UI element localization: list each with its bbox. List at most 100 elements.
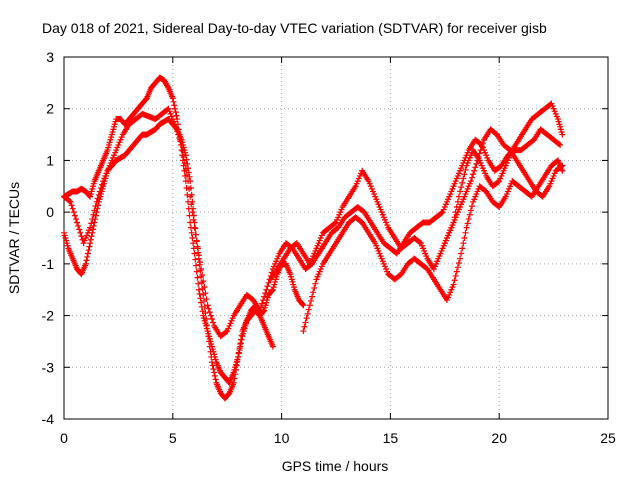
data-point xyxy=(237,336,244,343)
data-point xyxy=(458,250,465,257)
data-point xyxy=(204,328,211,335)
data-point xyxy=(300,302,307,309)
data-point xyxy=(438,210,445,217)
data-point xyxy=(557,141,564,148)
data-point xyxy=(470,171,477,178)
data-point xyxy=(469,203,475,210)
data-point xyxy=(171,102,178,109)
data-point xyxy=(72,216,79,223)
data-point xyxy=(88,233,95,240)
data-point xyxy=(206,338,213,345)
data-point xyxy=(450,281,457,288)
data-point xyxy=(476,150,483,157)
data-point xyxy=(95,191,102,198)
data-point xyxy=(230,379,237,386)
data-point xyxy=(478,143,485,150)
data-point xyxy=(205,333,212,340)
data-point xyxy=(195,252,202,259)
data-point xyxy=(452,272,459,279)
data-point xyxy=(188,201,195,208)
data-point xyxy=(269,287,276,294)
data-point xyxy=(68,202,75,209)
data-point xyxy=(203,316,210,323)
data-point xyxy=(300,328,307,335)
data-point xyxy=(238,332,245,339)
data-point xyxy=(164,83,171,90)
data-point xyxy=(479,140,486,147)
data-point xyxy=(171,121,178,128)
data-point xyxy=(203,322,210,329)
data-point xyxy=(467,178,474,185)
data-point xyxy=(91,207,98,214)
data-point xyxy=(208,316,215,323)
data-point xyxy=(457,255,464,262)
data-point xyxy=(193,238,200,245)
data-point xyxy=(475,153,482,160)
data-point xyxy=(237,341,244,348)
data-point xyxy=(461,235,468,241)
data-point xyxy=(178,141,185,148)
data-point xyxy=(559,167,566,174)
data-point xyxy=(70,209,77,216)
data-point xyxy=(471,167,478,174)
data-point xyxy=(97,185,104,192)
x-tick-label: 0 xyxy=(60,430,68,446)
data-point xyxy=(86,243,93,250)
data-point xyxy=(202,309,209,316)
data-point xyxy=(299,301,306,308)
data-point xyxy=(467,207,474,214)
data-point xyxy=(472,164,479,171)
data-point xyxy=(194,245,201,252)
data-point xyxy=(87,236,94,243)
data-point xyxy=(416,239,423,246)
y-axis-label: SDTVAR / TECUs xyxy=(6,182,22,294)
data-point xyxy=(458,184,465,191)
data-point xyxy=(191,224,198,231)
data-point xyxy=(257,303,264,310)
data-point xyxy=(459,179,466,186)
data-point xyxy=(457,188,464,195)
data-point xyxy=(193,262,200,269)
chart-title: Day 018 of 2021, Sidereal Day-to-day VTE… xyxy=(42,20,547,36)
data-point xyxy=(197,259,203,266)
data-point xyxy=(269,343,276,350)
data-point xyxy=(208,359,215,366)
data-point xyxy=(261,293,268,300)
data-point xyxy=(459,245,466,252)
data-point xyxy=(312,280,319,287)
y-tick-label: 1 xyxy=(46,152,54,168)
data-point xyxy=(455,193,462,200)
data-point xyxy=(201,284,208,291)
data-point xyxy=(192,256,199,263)
x-tick-label: 10 xyxy=(274,430,290,446)
data-point xyxy=(180,153,187,160)
data-point xyxy=(464,220,471,227)
data-point xyxy=(99,181,106,188)
data-point xyxy=(188,229,195,236)
y-tick-label: 3 xyxy=(46,49,54,65)
data-point xyxy=(306,302,313,309)
data-point xyxy=(171,105,178,112)
data-point xyxy=(477,147,484,154)
data-point xyxy=(192,231,199,238)
data-point xyxy=(556,141,563,148)
data-point xyxy=(89,216,96,223)
data-point xyxy=(305,306,312,313)
data-marks xyxy=(61,74,566,402)
data-point xyxy=(198,266,205,273)
data-point xyxy=(74,219,81,226)
data-point xyxy=(461,171,468,178)
data-point xyxy=(197,295,204,302)
data-point xyxy=(179,147,186,154)
data-point xyxy=(182,166,189,173)
data-point xyxy=(264,283,271,290)
data-point xyxy=(203,296,210,303)
data-point xyxy=(92,203,99,210)
x-tick-label: 5 xyxy=(169,430,177,446)
data-point xyxy=(232,371,239,378)
data-point xyxy=(462,166,469,173)
data-point xyxy=(94,195,101,202)
data-point xyxy=(304,310,311,317)
